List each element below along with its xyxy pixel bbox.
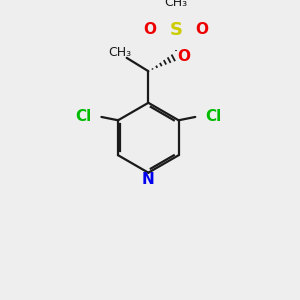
Text: O: O <box>178 49 190 64</box>
Text: N: N <box>142 172 155 187</box>
Text: O: O <box>143 22 157 37</box>
Text: Cl: Cl <box>75 110 92 124</box>
Text: O: O <box>195 22 208 37</box>
Text: CH₃: CH₃ <box>164 0 188 10</box>
Text: Cl: Cl <box>205 110 221 124</box>
Text: CH₃: CH₃ <box>109 46 132 59</box>
Text: S: S <box>169 21 182 39</box>
